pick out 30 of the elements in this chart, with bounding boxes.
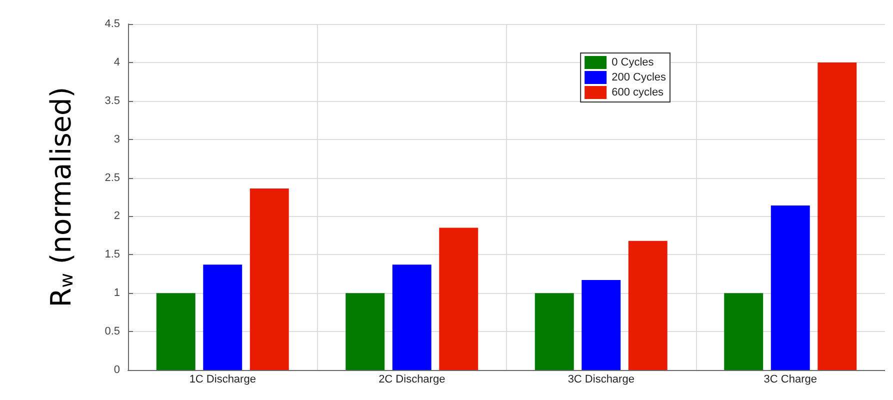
- y-tick-label: 1.5: [104, 248, 120, 261]
- bar: [156, 293, 196, 370]
- bar: [250, 188, 289, 370]
- y-tick-label: 0.5: [104, 326, 120, 338]
- y-tick-label: 4.5: [104, 18, 120, 30]
- y-tick-label: 3.5: [104, 94, 120, 107]
- bar: [534, 293, 574, 370]
- x-tick-label: 3C Discharge: [568, 374, 634, 386]
- bar: [346, 293, 385, 370]
- bar: [582, 280, 621, 370]
- bar: [203, 264, 242, 370]
- y-tick-label: 1: [114, 287, 120, 300]
- bar: [439, 228, 478, 370]
- y-tick-label: 2: [114, 210, 120, 222]
- y-tick-label: 4: [114, 56, 120, 68]
- y-tick-label: 0: [114, 364, 120, 376]
- bar: [392, 264, 432, 370]
- legend-label: 200 Cycles: [612, 72, 666, 84]
- bar: [724, 293, 764, 370]
- y-tick-label: 2.5: [104, 172, 120, 184]
- x-tick-label: 2C Discharge: [378, 374, 446, 386]
- legend-label: 0 Cycles: [612, 56, 654, 68]
- legend-label: 600 cycles: [612, 86, 664, 98]
- y-tick-label: 3: [114, 133, 120, 146]
- y-axis-title: Rw (normalised): [44, 86, 78, 308]
- bar: [628, 240, 668, 370]
- x-tick-label: 3C Charge: [764, 374, 817, 386]
- x-tick-label: 1C Discharge: [189, 374, 256, 386]
- bar: [818, 62, 857, 370]
- bar: [770, 205, 810, 370]
